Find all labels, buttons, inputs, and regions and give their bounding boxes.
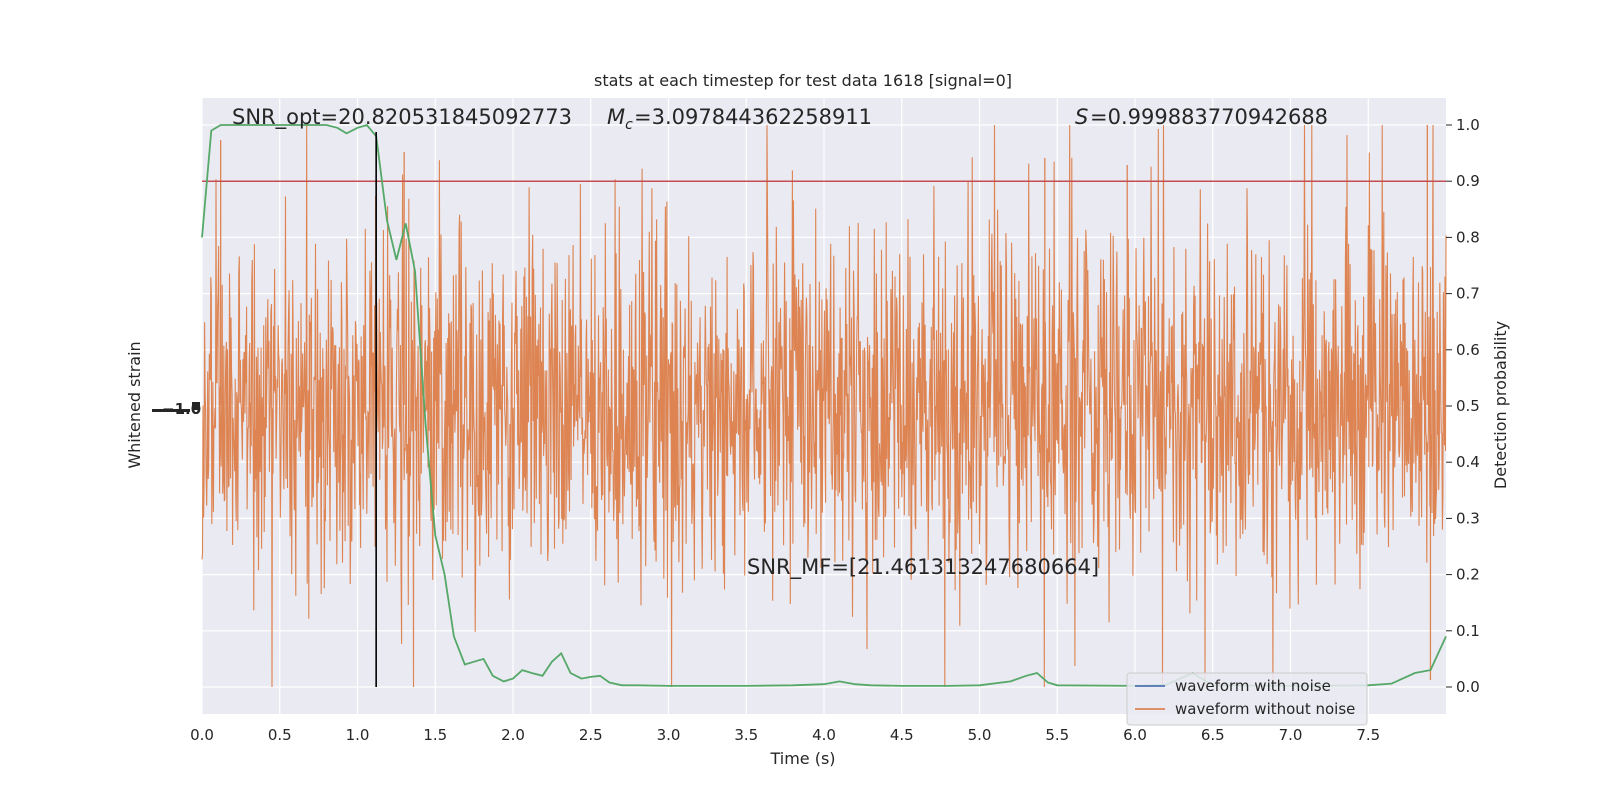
x-tick-label: 6.5	[1201, 726, 1225, 744]
y-axis-right-label: Detection probability	[1491, 321, 1510, 489]
y-right-tick-label: 0.0	[1456, 678, 1480, 696]
legend-box	[1126, 672, 1368, 726]
x-axis-label: Time (s)	[769, 749, 835, 768]
legend-label-no-noise: waveform without noise	[1175, 700, 1355, 718]
chirp-mass-annotation: Mc =3.097844362258911	[607, 105, 872, 133]
x-tick-label: 4.0	[812, 726, 836, 744]
x-tick-label: 1.0	[346, 726, 370, 744]
y-right-tick-label: 0.9	[1456, 172, 1480, 190]
chirp-mass-value: =3.097844362258911	[634, 105, 872, 129]
x-tick-label: 3.5	[734, 726, 758, 744]
y-right-tick-label: 1.0	[1456, 116, 1480, 134]
snr-opt-annotation: SNR_opt=20.820531845092773	[232, 105, 572, 130]
snr-mf-annotation: SNR_MF=[21.461313247680664]	[747, 555, 1099, 580]
y-right-tick-label: 0.1	[1456, 622, 1480, 640]
x-tick-label: 4.5	[890, 726, 914, 744]
x-tick-label: 7.0	[1279, 726, 1303, 744]
legend-label-noise: waveform with noise	[1175, 677, 1331, 695]
x-tick-label: 0.5	[268, 726, 292, 744]
left-axis-ticks: −1.0	[152, 400, 201, 418]
x-tick-label: 5.5	[1045, 726, 1069, 744]
stat-s-symbol: S	[1075, 105, 1088, 129]
y-right-tick-label: 0.8	[1456, 228, 1480, 246]
x-tick-label: 2.0	[501, 726, 525, 744]
x-tick-label: 1.5	[423, 726, 447, 744]
x-tick-label: 5.0	[968, 726, 992, 744]
x-tick-label: 3.0	[657, 726, 681, 744]
y-right-tick-label: 0.7	[1456, 285, 1480, 303]
y-right-tick-label: 0.6	[1456, 341, 1480, 359]
y-right-tick-label: 0.3	[1456, 509, 1480, 527]
strain-waveform	[201, 124, 1447, 688]
x-tick-label: 0.0	[190, 726, 214, 744]
strain-trace	[201, 124, 1447, 688]
x-tick-label: 6.0	[1123, 726, 1147, 744]
y-right-tick-label: 0.5	[1456, 397, 1480, 415]
chart-title: stats at each timestep for test data 161…	[594, 71, 1012, 90]
legend: waveform with noise waveform without noi…	[1126, 672, 1368, 726]
y-right-tick-label: 0.2	[1456, 566, 1480, 584]
x-tick-label: 2.5	[579, 726, 603, 744]
x-tick-label: 7.5	[1356, 726, 1380, 744]
stat-s-value: =0.999883770942688	[1090, 105, 1328, 129]
left-tick-stack	[152, 409, 190, 412]
left-tick-block	[192, 402, 200, 410]
y-right-tick-label: 0.4	[1456, 453, 1480, 471]
y-axis-left-label: Whitened strain	[125, 341, 144, 468]
left-tick-glyphs: −1.0	[162, 400, 201, 418]
x-tick-labels: 0.0 0.5 1.0 1.5 2.0 2.5 3.0 3.5 4.0 4.5 5.0 5.5 6.0 6…	[190, 726, 1380, 744]
probability-line	[201, 123, 1447, 687]
y-right-tick-labels: 0.0 0.1 0.2 0.3 0.4 0.5 0.6 0.7 0.8 0.9 1.0	[1446, 116, 1480, 696]
stat-s-annotation: S =0.999883770942688	[1075, 105, 1328, 129]
